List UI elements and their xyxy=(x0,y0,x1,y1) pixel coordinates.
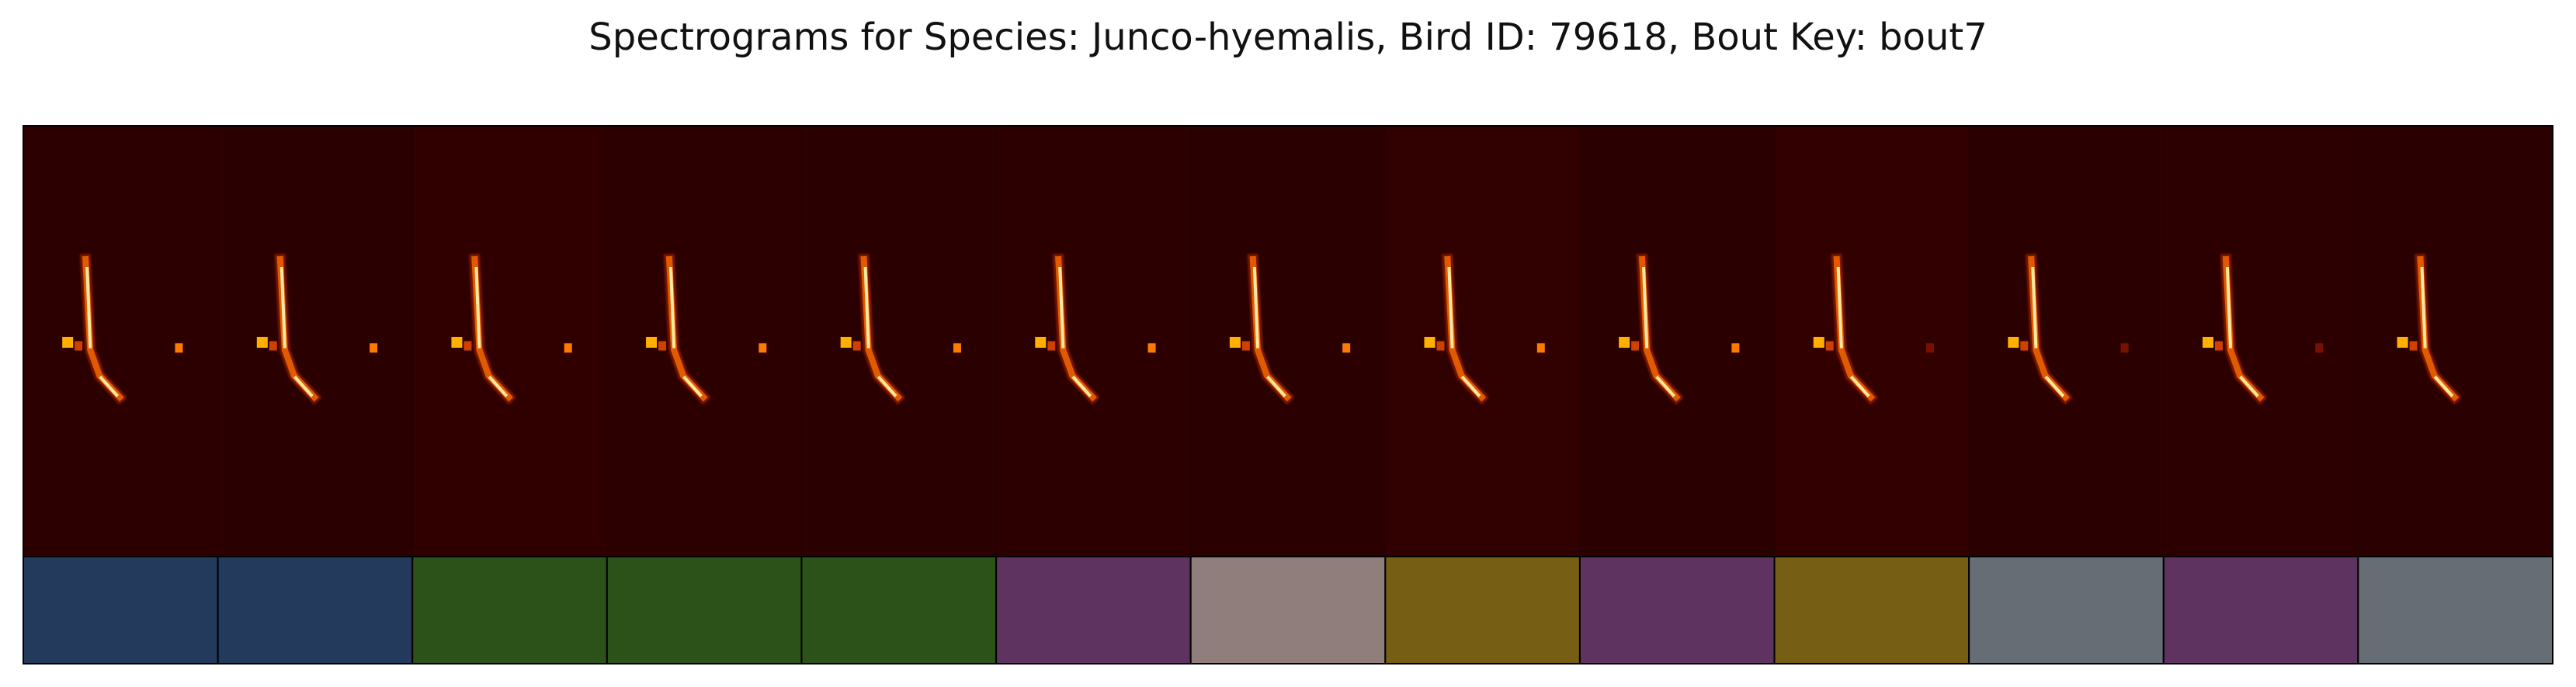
syllable-trailing-dot xyxy=(1731,343,1740,353)
syllable-trace xyxy=(1035,253,1156,405)
spectrogram-background xyxy=(217,126,413,557)
spectrogram-background xyxy=(1190,126,1386,557)
syllable-trailing-dot xyxy=(2315,343,2324,353)
syllable-onset-dot xyxy=(62,336,74,348)
syllable-trace xyxy=(62,253,183,405)
syllable-onset-dot xyxy=(2008,336,2019,348)
syllable-label-bar xyxy=(23,556,2553,664)
syllable-label-cell xyxy=(1578,556,1776,664)
spectrogram-panel xyxy=(801,126,997,557)
syllable-trace xyxy=(1229,253,1351,405)
syllable-label-cell xyxy=(1773,556,1970,664)
spectrogram-background xyxy=(1579,126,1776,557)
syllable-trailing-dot xyxy=(175,343,183,353)
syllable-onset-dot xyxy=(451,336,463,348)
spectrogram-panel xyxy=(1385,126,1581,557)
syllable-onset-dot xyxy=(2397,336,2408,348)
spectrogram-panel xyxy=(606,126,802,557)
spectrogram-panel xyxy=(996,126,1192,557)
spectrogram-panel xyxy=(217,126,413,557)
spectrogram-panels xyxy=(23,126,2553,557)
syllable-trailing-dot xyxy=(564,343,572,353)
syllable-trailing-dot xyxy=(1342,343,1351,353)
syllable-trace xyxy=(840,253,961,405)
spectrogram-panel xyxy=(1579,126,1776,557)
spectrogram-panel xyxy=(1969,126,2165,557)
spectrogram-background xyxy=(2358,126,2553,557)
syllable-label-cell xyxy=(606,556,803,664)
syllable-onset-dot xyxy=(1424,336,1436,348)
syllable-trace xyxy=(2008,253,2129,405)
syllable-onset-dot xyxy=(1229,336,1241,348)
spectrogram-background xyxy=(996,126,1192,557)
syllable-label-cell xyxy=(995,556,1192,664)
syllable-label-cell xyxy=(800,556,998,664)
syllable-label-cell xyxy=(411,556,608,664)
syllable-trailing-dot xyxy=(1536,343,1545,353)
syllable-trace xyxy=(1619,253,1740,405)
syllable-label-cell xyxy=(23,556,219,664)
spectrogram-panel xyxy=(2358,126,2553,557)
syllable-onset-dot xyxy=(1035,336,1047,348)
syllable-trace xyxy=(646,253,767,405)
syllable-onset-dot xyxy=(646,336,658,348)
spectrogram-panel xyxy=(2163,126,2359,557)
syllable-onset-dot xyxy=(256,336,268,348)
syllable-trace xyxy=(451,253,572,405)
syllable-label-cell xyxy=(217,556,414,664)
syllable-trace xyxy=(256,253,378,405)
syllable-trailing-dot xyxy=(759,343,767,353)
syllable-trace xyxy=(2397,253,2463,405)
syllable-trace xyxy=(1813,253,1935,405)
syllable-onset-dot xyxy=(840,336,852,348)
chart-title: Spectrograms for Species: Junco-hyemalis… xyxy=(588,16,1988,59)
spectrogram-background xyxy=(1385,126,1581,557)
spectrogram-background xyxy=(2163,126,2359,557)
syllable-trailing-dot xyxy=(2120,343,2129,353)
syllable-onset-dot xyxy=(1619,336,1630,348)
spectrogram-background xyxy=(606,126,802,557)
syllable-label-cell xyxy=(1384,556,1581,664)
spectrogram-background xyxy=(412,126,608,557)
syllable-trailing-dot xyxy=(953,343,961,353)
syllable-label-cell xyxy=(2162,556,2359,664)
syllable-trailing-dot xyxy=(370,343,378,353)
syllable-trace xyxy=(2202,253,2324,405)
spectrogram-background xyxy=(801,126,997,557)
syllable-label-cell xyxy=(1189,556,1387,664)
syllable-trailing-dot xyxy=(1147,343,1156,353)
spectrogram-panel xyxy=(1190,126,1386,557)
spectrogram-background xyxy=(1774,126,1970,557)
syllable-onset-dot xyxy=(1813,336,1824,348)
spectrogram-panel xyxy=(1774,126,1970,557)
syllable-label-cell xyxy=(2357,556,2553,664)
syllable-label-cell xyxy=(1968,556,2165,664)
axes-frame xyxy=(23,125,2553,664)
syllable-trailing-dot xyxy=(1926,343,1935,353)
spectrogram-background xyxy=(1969,126,2165,557)
spectrogram-panel xyxy=(412,126,608,557)
syllable-onset-dot xyxy=(2202,336,2213,348)
spectrogram-background xyxy=(23,126,219,557)
spectrogram-panel xyxy=(23,126,219,557)
syllable-trace xyxy=(1424,253,1545,405)
